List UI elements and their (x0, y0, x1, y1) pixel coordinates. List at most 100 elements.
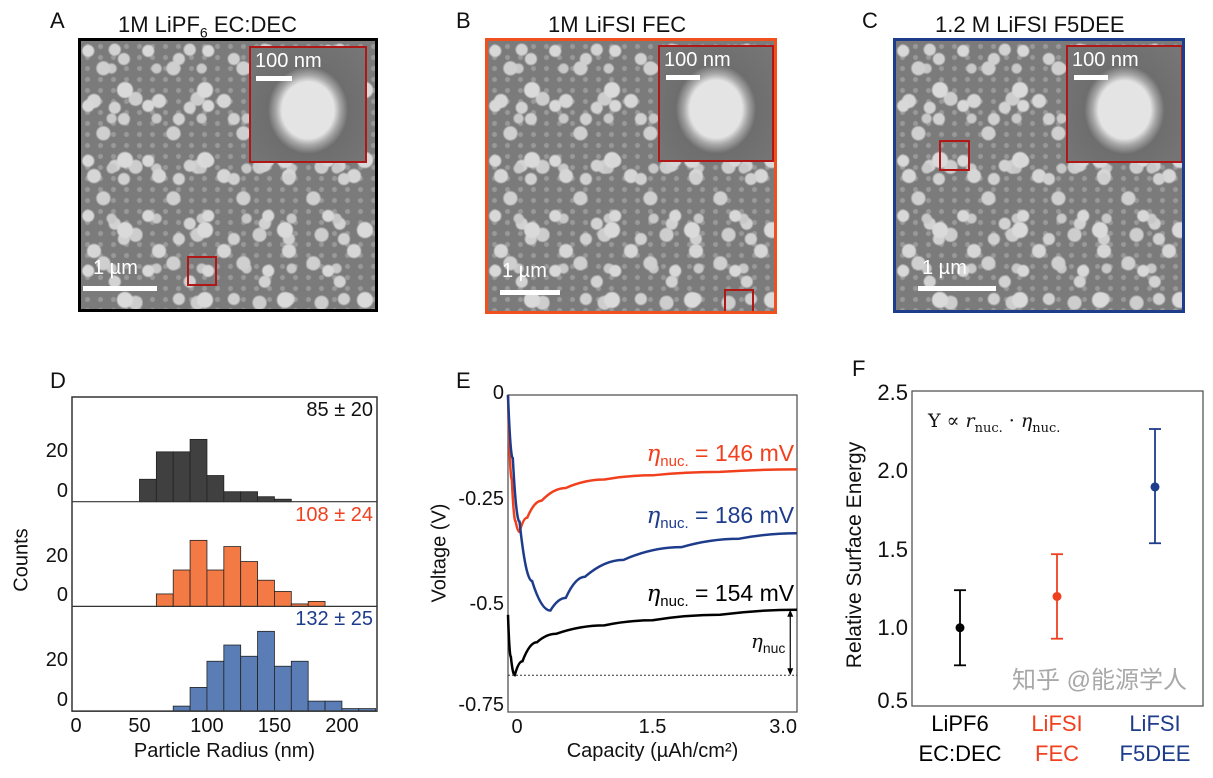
plot-frame (71, 396, 378, 712)
panel-letter-f: F (852, 356, 866, 381)
y-tick-label: 20 (45, 649, 68, 672)
plot-frame (911, 390, 1204, 707)
formula: Υ ∝ rnuc. · ηnuc. (928, 410, 1060, 436)
x-tick-label: 1.5 (638, 716, 667, 738)
histogram-bar (257, 579, 275, 607)
y-tick-label: 0.5 (877, 688, 908, 713)
arrow-heads (787, 609, 794, 676)
eta-nuc-annotation: ηnuc (751, 630, 786, 659)
title-text: EC:DEC (207, 12, 297, 37)
y-tick-label: 20 (45, 439, 68, 462)
eta-value: = 146 mV (688, 440, 795, 466)
y-tick-label: 0 (492, 382, 504, 404)
x-tick-label: 200 (325, 715, 359, 737)
formula-subscript: nuc. (974, 421, 1003, 436)
scale-label: 1 µm (502, 260, 547, 282)
y-tick-label: 0 (56, 584, 68, 607)
eta-value: = 154 mV (688, 580, 795, 606)
formula-eta: η (1020, 410, 1033, 432)
histogram-bar (307, 601, 326, 607)
histogram-bar (257, 496, 275, 503)
y-tick-label: -0.5 (469, 593, 504, 616)
scale-label: 1 µm (922, 257, 967, 279)
histogram-bar (240, 491, 258, 503)
histogram-bar (307, 700, 326, 712)
y-axis-label: Counts (10, 528, 33, 592)
voltage-curve (506, 394, 798, 534)
y-tick-label: 1.5 (877, 536, 908, 562)
eta-symbol: η (750, 629, 763, 654)
x-axis-label: Particle Radius (nm) (133, 740, 316, 762)
sem-inset-a: 100 nm (249, 46, 367, 163)
x-tick-label: 0 (70, 715, 82, 737)
x-category-line1: LiFSI (1031, 711, 1083, 736)
inset-scale-label: 100 nm (255, 50, 322, 72)
histogram-bar (189, 687, 208, 712)
histogram-bar (189, 539, 208, 607)
eta-symbol: η (646, 441, 661, 467)
scale-label: 1 µm (93, 257, 138, 279)
stat-annotation: 108 ± 24 (295, 503, 373, 526)
zoom-region-marker (187, 256, 217, 286)
y-tick-label: 1.0 (877, 614, 908, 640)
histogram-bar (139, 478, 157, 503)
y-tick-label: 0 (56, 689, 68, 712)
data-point (1150, 482, 1160, 492)
histogram-bar (274, 665, 292, 712)
y-axis-label: Voltage (V) (428, 503, 451, 603)
histogram-bar (223, 644, 242, 712)
panel-a-title: 1M LiPF6 EC:DEC (118, 12, 297, 40)
histogram-bar (240, 561, 258, 607)
data-point (1052, 591, 1062, 601)
inset-scale-label: 100 nm (1072, 49, 1139, 71)
watermark: 知乎 @能源学人 (1012, 667, 1188, 694)
y-tick-label: 0 (56, 479, 68, 502)
panel-c-title: 1.2 M LiFSI F5DEE (935, 12, 1125, 37)
histogram-bar (155, 593, 174, 607)
sem-image-b: 100 nm 1 µm (485, 38, 777, 314)
eta-label: ηnuc. = 146 mV (646, 440, 794, 475)
zoom-region-marker (939, 140, 970, 171)
histogram-bar (290, 660, 309, 712)
y-tick-label: -0.25 (458, 487, 504, 510)
voltage-curve (506, 394, 798, 612)
eta-label: ηnuc. = 186 mV (646, 502, 794, 537)
histogram-bar (206, 660, 225, 712)
x-tick-label: 50 (128, 715, 151, 737)
sem-image-a: 100 nm 1 µm (78, 38, 378, 312)
title-subscript: 6 (199, 24, 208, 41)
x-category-line1: LiFSI (1129, 711, 1181, 736)
x-tick-label: 100 (190, 715, 224, 737)
inset-scale-bar (256, 76, 292, 81)
x-tick-label: 3.0 (769, 716, 797, 738)
y-tick-label: 2.0 (877, 458, 908, 484)
title-text: 1M LiPF (118, 12, 200, 37)
formula-r: r (965, 410, 975, 432)
panel-b-title: 1M LiFSI FEC (548, 12, 687, 37)
eta-symbol: η (646, 503, 661, 529)
panel-letter-e: E (456, 368, 471, 393)
histogram-bar (155, 451, 174, 503)
data-point (955, 623, 965, 633)
panel-letter-d: D (50, 368, 66, 393)
x-tick-label: 150 (257, 715, 292, 737)
y-tick-label: 20 (45, 544, 68, 567)
scale-bar (500, 290, 560, 295)
inset-scale-bar (1074, 75, 1108, 80)
histogram-bar (206, 475, 225, 503)
y-axis-label: Relative Surface Energy (843, 441, 866, 669)
histogram-bar (274, 591, 292, 607)
voltage-curve (506, 608, 798, 677)
eta-symbol: η (646, 581, 661, 607)
scale-bar (83, 286, 157, 291)
eta-label: ηnuc. = 154 mV (646, 580, 794, 615)
inset-scale-label: 100 nm (664, 49, 731, 71)
x-axis-label: Capacity (µAh/cm²) (566, 740, 739, 762)
y-tick-label: 2.5 (877, 380, 908, 405)
histogram-bar (223, 546, 242, 607)
x-tick-label: 0 (511, 716, 523, 738)
x-category-line2: EC:DEC (918, 741, 1002, 766)
formula-part: Υ ∝ (928, 410, 966, 432)
y-tick-label: -0.75 (458, 694, 504, 716)
